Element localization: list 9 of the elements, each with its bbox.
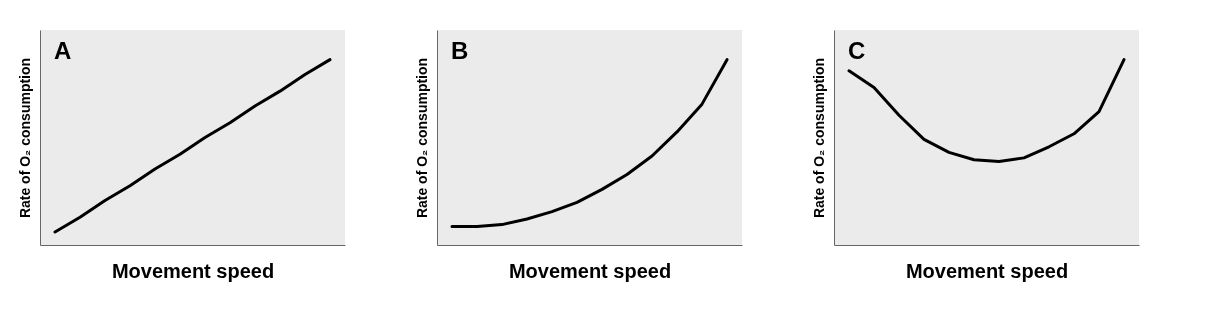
chart-title: C — [848, 37, 866, 64]
y-axis-title: Rate of O₂ consumption — [810, 57, 827, 219]
chart-title: B — [451, 37, 469, 64]
y-axis-title: Rate of O₂ consumption — [413, 57, 430, 219]
x-axis-title: Movement speed — [508, 259, 672, 282]
x-axis-title: Movement speed — [111, 259, 275, 282]
y-axis-title: Rate of O₂ consumption — [16, 57, 33, 219]
x-axis-title: Movement speed — [905, 259, 1069, 282]
chart-title: A — [54, 37, 72, 64]
